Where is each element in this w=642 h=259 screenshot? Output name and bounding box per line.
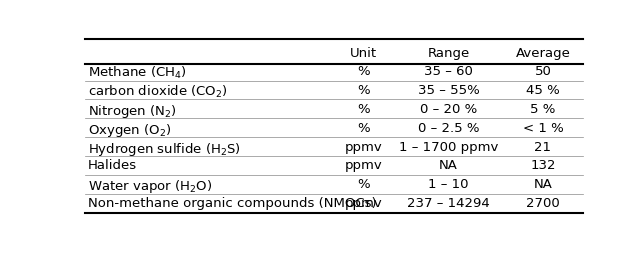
- Text: %: %: [358, 103, 370, 116]
- Text: Nitrogen (N$_2$): Nitrogen (N$_2$): [88, 103, 177, 120]
- Text: Oxygen (O$_2$): Oxygen (O$_2$): [88, 122, 171, 139]
- Text: 21: 21: [535, 141, 551, 154]
- Text: %: %: [358, 65, 370, 78]
- Text: 45 %: 45 %: [526, 84, 560, 97]
- Text: 237 – 14294: 237 – 14294: [407, 197, 490, 210]
- Text: 50: 50: [535, 65, 551, 78]
- Text: Unit: Unit: [351, 47, 377, 60]
- Text: 132: 132: [530, 160, 556, 172]
- Text: 0 – 20 %: 0 – 20 %: [420, 103, 477, 116]
- Text: 0 – 2.5 %: 0 – 2.5 %: [418, 122, 479, 135]
- Text: Halides: Halides: [88, 160, 137, 172]
- Text: ppmv: ppmv: [345, 141, 383, 154]
- Text: %: %: [358, 178, 370, 191]
- Text: Non-methane organic compounds (NMOCs): Non-methane organic compounds (NMOCs): [88, 197, 376, 210]
- Text: Hydrogen sulfide (H$_2$S): Hydrogen sulfide (H$_2$S): [88, 141, 241, 157]
- Text: Water vapor (H$_2$O): Water vapor (H$_2$O): [88, 178, 212, 195]
- Text: 5 %: 5 %: [530, 103, 556, 116]
- Text: NA: NA: [439, 160, 458, 172]
- Text: %: %: [358, 84, 370, 97]
- Text: Range: Range: [428, 47, 469, 60]
- Text: ppmv: ppmv: [345, 197, 383, 210]
- Text: carbon dioxide (CO$_2$): carbon dioxide (CO$_2$): [88, 84, 227, 100]
- Text: 35 – 55%: 35 – 55%: [417, 84, 480, 97]
- Text: 2700: 2700: [526, 197, 560, 210]
- Text: NA: NA: [534, 178, 552, 191]
- Text: 35 – 60: 35 – 60: [424, 65, 473, 78]
- Text: %: %: [358, 122, 370, 135]
- Text: < 1 %: < 1 %: [523, 122, 563, 135]
- Text: ppmv: ppmv: [345, 160, 383, 172]
- Text: Methane (CH$_4$): Methane (CH$_4$): [88, 65, 187, 81]
- Text: Average: Average: [516, 47, 570, 60]
- Text: 1 – 10: 1 – 10: [428, 178, 469, 191]
- Text: 1 – 1700 ppmv: 1 – 1700 ppmv: [399, 141, 498, 154]
